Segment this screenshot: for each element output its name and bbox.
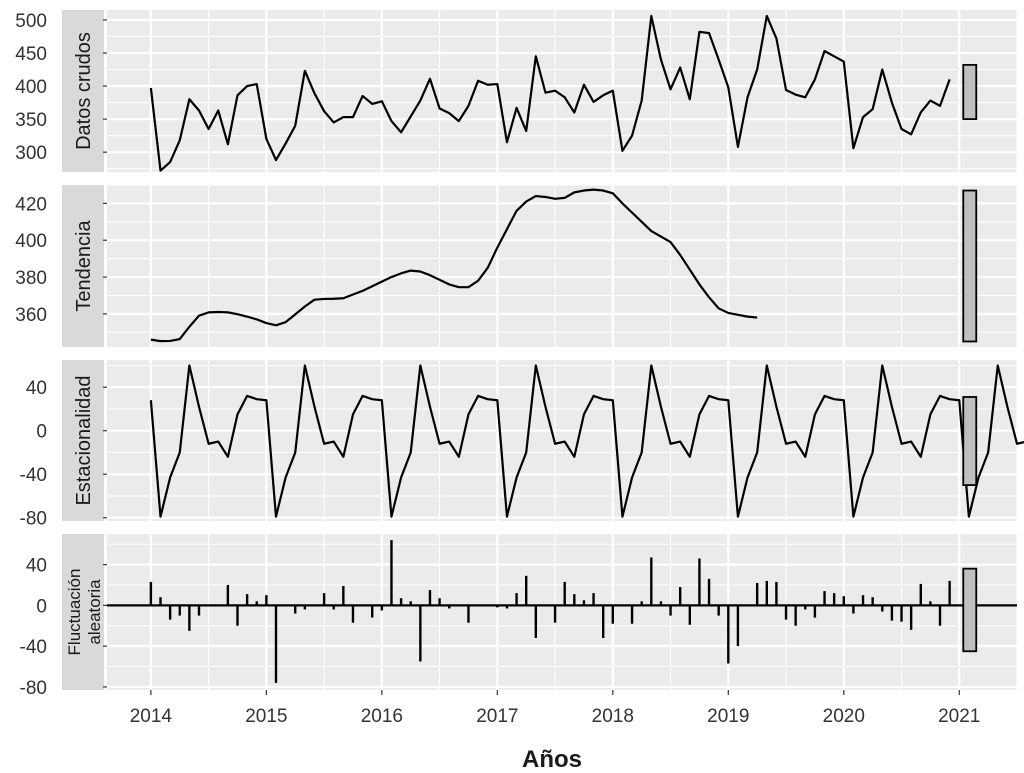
- panel-seasonal: -80 -40 0 40 Estacionalidad: [20, 360, 1024, 530]
- x-tick-label: 2018: [592, 706, 634, 727]
- y-tick-label: 450: [15, 44, 47, 65]
- y-tick-label: -40: [20, 465, 47, 486]
- strip-trend: [62, 185, 104, 347]
- range-bar-remainder: [962, 567, 978, 653]
- y-tick-label: -80: [20, 678, 47, 699]
- y-tick-label: -40: [20, 637, 47, 658]
- range-bar-raw: [962, 63, 978, 121]
- range-bar-seasonal: [962, 396, 978, 487]
- y-tick-label: 500: [15, 11, 47, 32]
- strip-label-remainder: Fluctuaciónaleatoria: [65, 569, 104, 656]
- strip-seasonal: [62, 360, 104, 521]
- y-tick-label: 0: [36, 422, 47, 443]
- y-tick-label: 420: [15, 194, 47, 215]
- x-tick-label: 2016: [361, 706, 403, 727]
- strip-remainder: [62, 534, 104, 690]
- y-tick-label: 40: [26, 378, 47, 399]
- panel-raw: 300 350 400 450 500 Datos crudos: [15, 10, 1018, 172]
- y-tick-label: -80: [20, 509, 47, 530]
- series-line-trend: [150, 188, 758, 343]
- x-tick-label: 2020: [823, 706, 865, 727]
- x-axis: 2014 2015 2016 2017 2018 2019 2020 2021: [130, 690, 980, 727]
- x-tick-label: 2017: [476, 706, 518, 727]
- y-tick-label: 350: [15, 110, 47, 131]
- x-tick-label: 2021: [938, 706, 980, 727]
- series-line-raw: [149, 14, 951, 172]
- y-tick-label: 0: [36, 596, 47, 617]
- x-tick-label: 2019: [707, 706, 749, 727]
- y-tick-label: 40: [26, 556, 47, 577]
- y-tick-label: 300: [15, 143, 47, 164]
- series-line-seasonal: [149, 364, 1024, 518]
- x-tick-label: 2014: [130, 706, 173, 727]
- plot-background-remainder: [107, 534, 1017, 690]
- panel-trend: 360 380 400 420 Tendencia: [15, 184, 1018, 347]
- range-bar-trend: [962, 189, 978, 343]
- y-tick-label: 400: [15, 77, 47, 98]
- y-tick-label: 400: [15, 231, 47, 252]
- strip-label-seasonal: Estacionalidad: [73, 375, 95, 505]
- x-axis-title: Años: [522, 746, 582, 773]
- strip-raw: [62, 10, 104, 172]
- x-tick-label: 2015: [245, 706, 287, 727]
- panel-remainder: -80 -40 0 40 Fluctuaciónaleatoria: [20, 534, 1018, 699]
- y-tick-label: 380: [15, 268, 47, 289]
- plot-background-trend: [107, 185, 1017, 347]
- strip-label-trend: Tendencia: [73, 220, 95, 312]
- y-tick-label: 360: [15, 305, 47, 326]
- strip-label-raw: Datos crudos: [73, 32, 95, 150]
